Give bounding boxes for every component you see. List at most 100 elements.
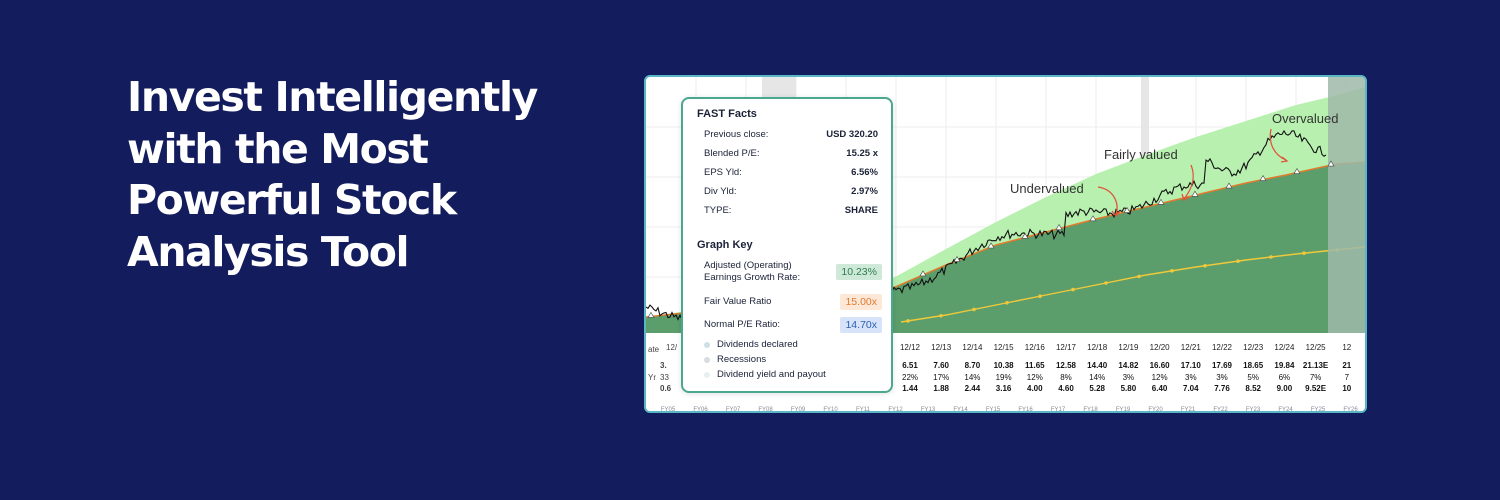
column-dividend: 1.88 <box>933 384 949 393</box>
dividend-marker <box>1302 251 1306 255</box>
fast-facts-title: FAST Facts <box>697 108 757 120</box>
fact-value: 2.97% <box>851 186 878 197</box>
fairly-valued-arrow <box>1183 164 1194 200</box>
fiscal-year-label: FY21 <box>1180 407 1196 413</box>
column-growth: 17% <box>933 373 950 382</box>
fact-row-blended-pe: Blended P/E: 15.25 x <box>704 148 878 162</box>
fiscal-year-label: FY08 <box>758 407 773 413</box>
column-date: 12/18 <box>1087 343 1108 352</box>
legend-label: Dividends declared <box>717 339 798 350</box>
column-eps: 18.65 <box>1243 361 1264 370</box>
earnings-marker <box>1089 215 1097 222</box>
column-date: 12/15 <box>993 343 1014 352</box>
column-dividend: 9.52E <box>1305 384 1327 393</box>
key-label: Earnings Growth Rate: <box>704 272 801 283</box>
fair-value-badge: 15.00x <box>840 294 882 310</box>
row-label-fragment: 3. <box>660 361 667 370</box>
column-eps: 7.60 <box>933 361 949 370</box>
column-eps: 21 <box>1342 361 1352 370</box>
fiscal-year-label: FY17 <box>1050 407 1066 413</box>
fiscal-year-label: FY15 <box>985 407 1001 413</box>
dividend-marker <box>1104 281 1108 285</box>
fairly-valued-arrowhead <box>1181 193 1190 201</box>
fair-value-area <box>646 162 1365 333</box>
column-eps: 6.51 <box>902 361 918 370</box>
column-growth: 3% <box>1122 373 1135 382</box>
column-date: 12/25 <box>1305 343 1326 352</box>
column-growth: 6% <box>1278 373 1291 382</box>
column-date: 12/13 <box>931 343 952 352</box>
column-growth: 8% <box>1060 373 1072 382</box>
fiscal-year-label: FY26 <box>1343 407 1358 413</box>
fact-value: 6.56% <box>851 167 878 178</box>
column-growth: 12% <box>1151 373 1168 382</box>
fiscal-year-label: FY13 <box>920 407 936 413</box>
column-eps: 17.10 <box>1180 361 1201 370</box>
fact-label: Div Yld: <box>704 186 737 197</box>
row-label-fragment: 12/ <box>666 343 678 352</box>
dividend-marker <box>906 319 910 323</box>
stock-chart-window: Overvalued Fairly valued Undervalued ate… <box>644 75 1367 413</box>
key-row-fair-value: Fair Value Ratio 15.00x <box>704 294 882 312</box>
earnings-marker <box>1157 198 1165 205</box>
column-date: 12/23 <box>1243 343 1264 352</box>
dividend-marker <box>1071 287 1075 292</box>
key-row-normal-pe: Normal P/E Ratio: 14.70x <box>704 317 882 335</box>
earnings-marker <box>1123 206 1131 213</box>
legend-dot <box>704 342 710 348</box>
key-label: Adjusted (Operating) <box>704 260 792 271</box>
dividend-marker <box>939 313 943 318</box>
key-label: Normal P/E Ratio: <box>704 319 781 330</box>
earnings-marker <box>1327 160 1335 167</box>
column-dividend: 4.00 <box>1027 384 1043 393</box>
column-growth: 7 <box>1344 373 1350 382</box>
earnings-marker <box>1225 182 1233 189</box>
fact-value: USD 320.20 <box>826 129 878 140</box>
column-growth: 14% <box>964 373 981 382</box>
column-eps: 11.65 <box>1025 361 1045 370</box>
headline-line: Invest Intelligently <box>127 73 538 121</box>
earnings-marker <box>987 242 995 249</box>
row-label-fragment: 33 <box>660 373 669 382</box>
column-eps: 16.60 <box>1149 361 1170 370</box>
undervalued-arrow <box>1097 186 1118 216</box>
column-dividend: 9.00 <box>1276 384 1293 393</box>
earnings-marker <box>1191 190 1199 197</box>
earnings-growth-badge: 10.23% <box>836 264 882 280</box>
column-date: 12 <box>1342 343 1352 352</box>
key-row-earnings-growth: Adjusted (Operating) Earnings Growth Rat… <box>704 260 882 286</box>
fact-row-eps-yld: EPS Yld: 6.56% <box>704 167 878 181</box>
fact-row-div-yld: Div Yld: 2.97% <box>704 186 878 200</box>
earnings-marker <box>1021 232 1029 239</box>
column-date: 12/19 <box>1118 343 1139 352</box>
fiscal-year-label: FY18 <box>1083 407 1098 413</box>
dividend-marker <box>1203 263 1207 268</box>
column-date: 12/24 <box>1274 343 1295 352</box>
earnings-marker <box>1055 224 1063 230</box>
column-growth: 3% <box>1185 373 1197 382</box>
fiscal-year-label: FY14 <box>953 407 968 413</box>
undervalued-arrowhead <box>1111 210 1121 218</box>
dividend-marker <box>1005 301 1009 305</box>
column-growth: 14% <box>1089 373 1106 382</box>
fiscal-year-label: FY23 <box>1245 407 1261 413</box>
column-eps: 8.70 <box>964 361 981 370</box>
column-eps: 14.40 <box>1087 361 1108 370</box>
column-date: 12/14 <box>962 343 983 352</box>
dividend-marker <box>1038 294 1042 298</box>
column-eps: 10.38 <box>993 361 1014 370</box>
column-growth: 5% <box>1247 373 1259 382</box>
forecast-region <box>1328 77 1365 333</box>
dividend-marker <box>1170 269 1174 273</box>
fairly-valued-label: Fairly valued <box>1104 147 1178 162</box>
dividend-marker <box>972 307 976 312</box>
column-eps: 19.84 <box>1274 361 1295 370</box>
fact-label: TYPE: <box>704 205 732 216</box>
dividend-marker <box>1236 259 1240 263</box>
headline-line: Powerful Stock <box>127 176 457 224</box>
column-dividend: 7.76 <box>1214 384 1230 393</box>
fiscal-year-label: FY12 <box>888 407 903 413</box>
column-eps: 12.58 <box>1055 361 1077 370</box>
row-label-fragment: 0.6 <box>660 384 672 393</box>
fact-label: Blended P/E: <box>704 148 760 159</box>
